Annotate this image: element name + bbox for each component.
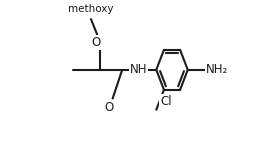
- Text: O: O: [105, 101, 114, 114]
- Text: NH₂: NH₂: [206, 63, 228, 76]
- Text: Cl: Cl: [160, 95, 172, 108]
- Text: methoxy: methoxy: [68, 4, 114, 14]
- Text: O: O: [92, 36, 101, 49]
- Text: NH: NH: [130, 63, 147, 76]
